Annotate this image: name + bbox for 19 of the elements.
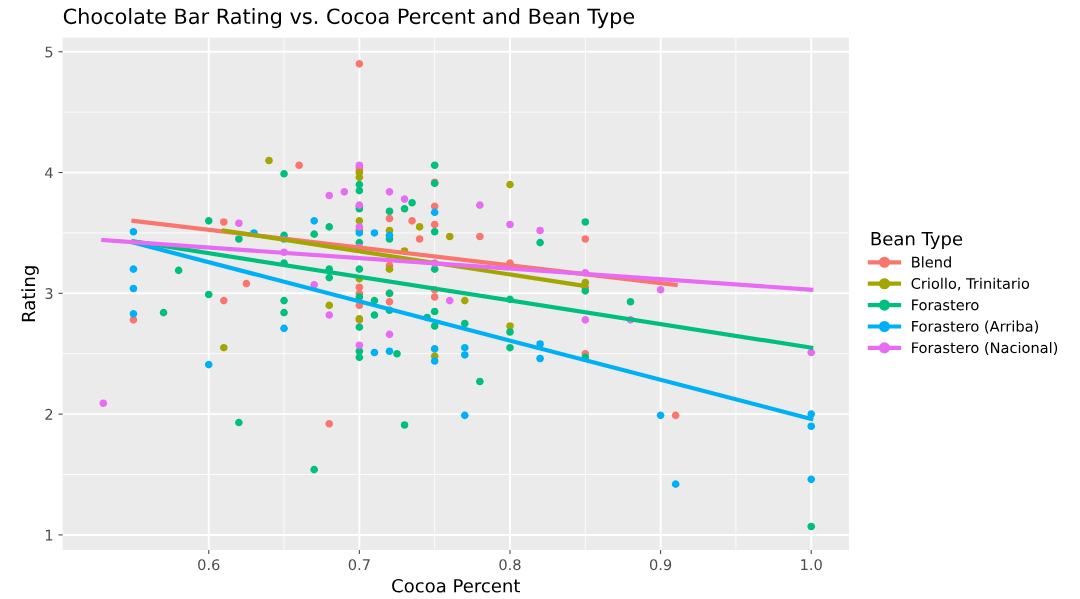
x-tick-label: 0.6 xyxy=(198,559,220,571)
legend-label: Forastero xyxy=(912,299,979,311)
x-tick-label: 1.0 xyxy=(801,559,822,571)
x-tick-label: 0.8 xyxy=(499,559,521,571)
y-axis-title: Rating xyxy=(21,266,39,322)
y-tick-label: 4 xyxy=(45,167,53,179)
legend-label: Forastero (Arriba) xyxy=(912,320,1039,334)
legend-title: Bean Type xyxy=(871,232,963,250)
chart-title: Chocolate Bar Rating vs. Cocoa Percent and Bean Type xyxy=(63,8,635,29)
y-tick-label: 1 xyxy=(45,529,53,541)
y-tick-label: 2 xyxy=(45,408,53,420)
legend-label: Forastero (Nacional) xyxy=(912,341,1058,355)
legend-label: Blend xyxy=(912,256,951,268)
y-tick-label: 5 xyxy=(45,46,53,58)
y-tick-label: 3 xyxy=(45,288,53,300)
legend-label: Criollo, Trinitario xyxy=(911,277,1030,291)
x-tick-label: 0.9 xyxy=(649,559,672,571)
x-tick-label: 0.7 xyxy=(348,559,370,571)
x-axis-title: Cocoa Percent xyxy=(392,578,520,593)
